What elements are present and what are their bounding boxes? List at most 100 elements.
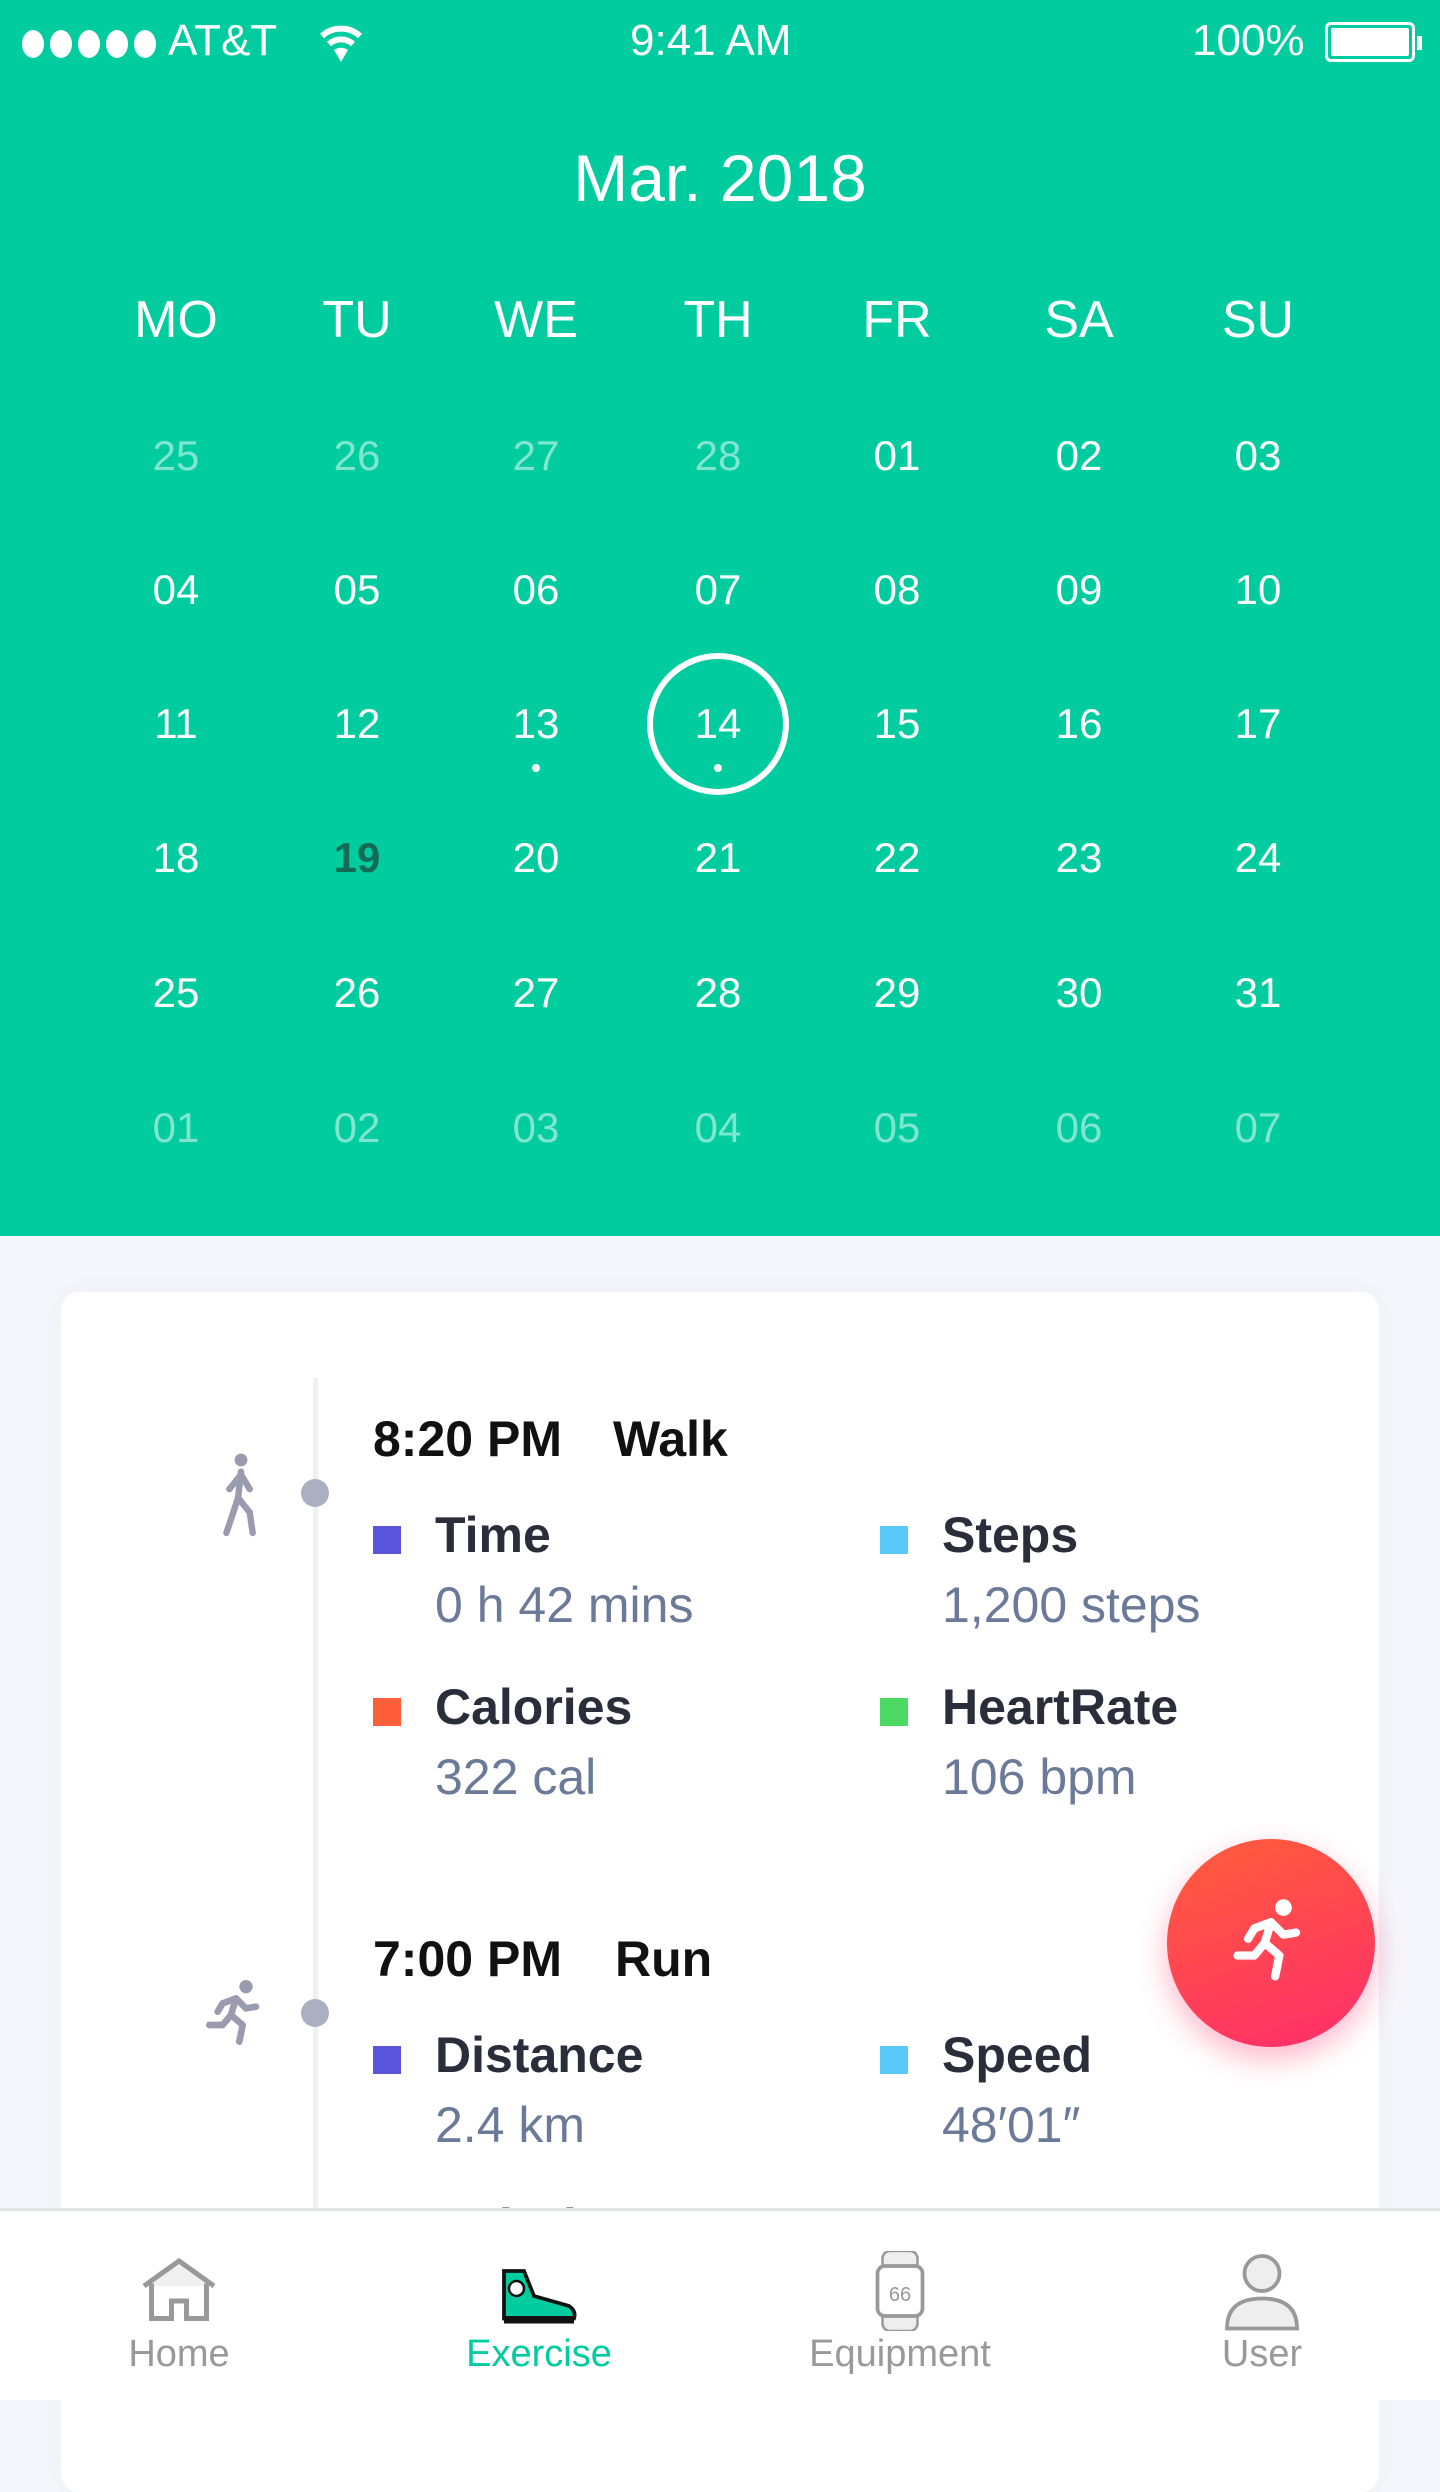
metric-color-square [373, 1698, 401, 1726]
weekday-label: TU [322, 291, 392, 349]
tab-home[interactable]: Home [29, 2211, 329, 2403]
calendar-day[interactable]: 01 [873, 432, 921, 479]
sneaker-icon [489, 2251, 589, 2331]
calendar-day[interactable]: 08 [873, 566, 921, 613]
metric-color-square [880, 2046, 908, 2074]
calendar-day[interactable]: 26 [333, 432, 381, 479]
metric-value: 48′01″ [942, 2097, 1081, 2153]
calendar-day[interactable]: 26 [333, 969, 381, 1016]
calendar-day[interactable]: 25 [152, 969, 200, 1016]
calendar-day[interactable]: 22 [873, 834, 921, 881]
metric-value: 106 bpm [942, 1749, 1137, 1805]
svg-text:66: 66 [889, 2284, 911, 2306]
event-time: 8:20 PM [373, 1411, 562, 1467]
tab-exercise[interactable]: Exercise [389, 2211, 689, 2403]
calendar-day[interactable]: 14 [694, 700, 742, 747]
calendar-day[interactable]: 02 [333, 1104, 381, 1151]
weekday-label: SU [1221, 291, 1295, 349]
calendar-day[interactable]: 06 [1055, 1104, 1103, 1151]
metric-color-square [373, 1526, 401, 1554]
calendar-day[interactable]: 12 [333, 700, 381, 747]
calendar-day[interactable]: 04 [694, 1104, 742, 1151]
calendar-day[interactable]: 25 [152, 432, 200, 479]
calendar-day[interactable]: 02 [1055, 432, 1103, 479]
selected-day-ring [647, 653, 789, 795]
calendar-day[interactable]: 09 [1055, 566, 1103, 613]
calendar-day[interactable]: 21 [694, 834, 742, 881]
user-icon [1212, 2251, 1312, 2331]
tab-label: Home [128, 2333, 230, 2375]
event-type: Run [615, 1931, 713, 1987]
calendar-day[interactable]: 31 [1234, 969, 1282, 1016]
tab-bar: Home Exercise 66 Equipment User [0, 2208, 1440, 2400]
watch-icon: 66 [850, 2249, 950, 2333]
tab-user[interactable]: User [1112, 2211, 1412, 2403]
calendar-day[interactable]: 10 [1234, 566, 1282, 613]
metric-value: 1,200 steps [942, 1577, 1201, 1633]
timeline-line [313, 1378, 318, 2278]
metric-label: Speed [942, 2027, 1093, 2083]
calendar-day[interactable]: 19 [333, 834, 381, 881]
event-dot [532, 764, 540, 772]
calendar-day[interactable]: 18 [152, 834, 200, 881]
metric-label: Distance [435, 2027, 644, 2083]
calendar-day[interactable]: 04 [152, 566, 200, 613]
walk-icon [206, 1450, 276, 1545]
metric-label: Time [435, 1507, 551, 1563]
calendar-day[interactable]: 03 [512, 1104, 560, 1151]
calendar-day[interactable]: 13 [512, 700, 560, 747]
calendar-day[interactable]: 05 [333, 566, 381, 613]
calendar-day[interactable]: 20 [512, 834, 560, 881]
metric-color-square [880, 1526, 908, 1554]
event-type: Walk [613, 1411, 728, 1467]
clock: 9:41 AM [630, 16, 792, 65]
calendar-day[interactable]: 23 [1055, 834, 1103, 881]
event-time: 7:00 PM [373, 1931, 562, 1987]
calendar-day[interactable]: 07 [1234, 1104, 1282, 1151]
calendar-day[interactable]: 28 [694, 969, 742, 1016]
wifi-icon [319, 25, 363, 62]
calendar-day[interactable]: 30 [1055, 969, 1103, 1016]
weekday-label: FR [862, 291, 932, 349]
calendar-day[interactable]: 17 [1234, 700, 1282, 747]
carrier: AT&T [168, 16, 278, 65]
calendar-day[interactable]: 01 [152, 1104, 200, 1151]
calendar-day[interactable]: 27 [512, 432, 560, 479]
calendar-day[interactable]: 11 [154, 700, 198, 747]
run-icon [1233, 1899, 1301, 1981]
signal-icon [22, 30, 156, 58]
event-dot [714, 764, 722, 772]
metric-label: Calories [435, 1679, 633, 1735]
weekday-label: MO [134, 291, 218, 349]
weekday-label: TH [683, 291, 753, 349]
calendar-day[interactable]: 05 [873, 1104, 921, 1151]
calendar-day[interactable]: 28 [694, 432, 742, 479]
calendar-day[interactable]: 06 [512, 566, 560, 613]
calendar-day[interactable]: 29 [873, 969, 921, 1016]
home-icon [129, 2251, 229, 2331]
month-title[interactable]: Mar. 2018 [573, 141, 867, 215]
battery-icon [1325, 22, 1422, 62]
battery-percent: 100% [1192, 16, 1305, 65]
calendar-header: AT&T 9:41 AM 100% Mar. 2018 MO TU WE TH FR SA… [0, 0, 1440, 1236]
weekday-label: SA [1044, 291, 1114, 349]
metric-label: Steps [942, 1507, 1079, 1563]
weekday-label: WE [494, 291, 578, 349]
start-run-button[interactable] [1167, 1839, 1375, 2047]
run-icon [196, 1970, 276, 2065]
tab-label: Exercise [466, 2333, 612, 2375]
tab-equipment[interactable]: 66 Equipment [750, 2211, 1050, 2403]
calendar-day[interactable]: 24 [1234, 834, 1282, 881]
metric-color-square [373, 2046, 401, 2074]
metric-value: 322 cal [435, 1749, 597, 1805]
timeline-dot [301, 1999, 329, 2027]
calendar-day[interactable]: 27 [512, 969, 560, 1016]
metric-value: 2.4 km [435, 2097, 586, 2153]
calendar-day[interactable]: 15 [873, 700, 921, 747]
tab-label: Equipment [809, 2333, 991, 2375]
calendar-day[interactable]: 16 [1055, 700, 1103, 747]
metric-label: HeartRate [942, 1679, 1179, 1735]
tab-label: User [1221, 2333, 1303, 2375]
calendar-day[interactable]: 03 [1234, 432, 1282, 479]
calendar-day[interactable]: 07 [694, 566, 742, 613]
